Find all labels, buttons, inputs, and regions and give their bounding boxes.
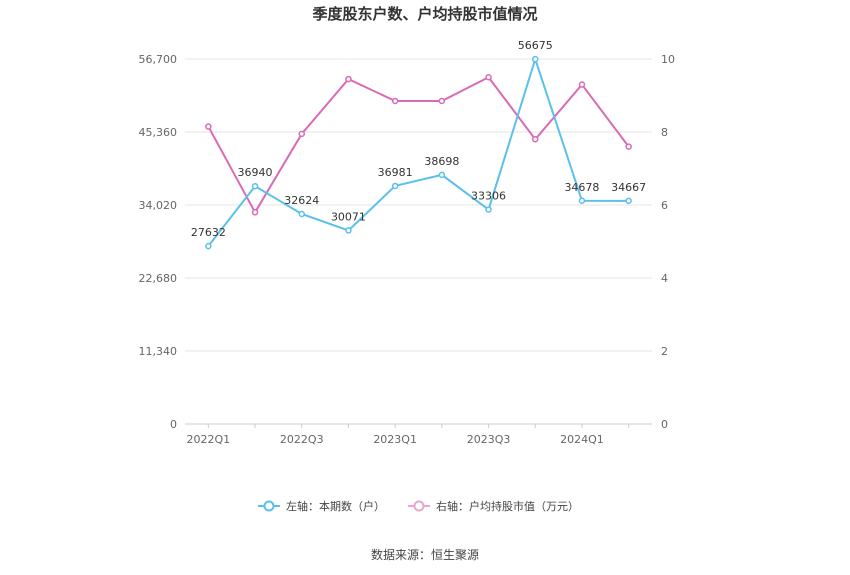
left-tick-label: 34,020 [139, 199, 178, 212]
point-households [532, 55, 539, 63]
left-tick-label: 22,680 [139, 272, 178, 285]
right-tick-label: 0 [661, 418, 668, 431]
point-households [345, 227, 352, 234]
point-households [205, 242, 212, 250]
data-label-households: 34678 [564, 181, 599, 194]
left-tick-label: 45,360 [139, 126, 178, 139]
data-label-households: 36981 [378, 166, 413, 179]
series-layer: 27632 36940 32624 30071 36981 38698 33306 56675… [191, 39, 646, 250]
data-label-households: 30071 [331, 210, 366, 223]
point-avg-value [251, 209, 259, 216]
left-tick-label: 11,340 [139, 345, 178, 358]
legend-marker-households [263, 500, 275, 512]
grid-lines [185, 58, 652, 425]
series-line-households [207, 55, 629, 247]
x-tick-label: 2023Q1 [373, 433, 417, 446]
point-avg-value [298, 130, 305, 138]
point-avg-value [578, 81, 586, 88]
right-tick-label: 2 [661, 345, 668, 358]
data-label-households: 34667 [611, 181, 646, 194]
data-label-households: 27632 [191, 226, 226, 239]
point-avg-value [205, 123, 212, 130]
right-axis-ticks: 0 2 4 6 8 10 [661, 53, 675, 431]
chart-title: 季度股东户数、户均持股市值情况 [312, 5, 537, 23]
right-tick-label: 4 [661, 272, 668, 285]
point-households [298, 210, 305, 218]
left-tick-label: 56,700 [139, 53, 178, 66]
series-line-avg-value [207, 75, 630, 215]
x-tick-label: 2022Q1 [187, 433, 231, 446]
right-tick-label: 6 [661, 199, 668, 212]
data-label-households: 32624 [284, 194, 319, 207]
right-tick-label: 10 [661, 53, 675, 66]
point-households [391, 182, 399, 190]
legend-marker-avg-value [413, 500, 425, 512]
point-avg-value [532, 136, 539, 143]
x-axis-ticks: 2022Q1 2022Q3 2023Q1 2023Q3 2024Q1 [187, 424, 630, 446]
data-label-households: 56675 [518, 39, 553, 52]
right-tick-label: 8 [661, 126, 668, 139]
point-households [438, 171, 446, 179]
legend-item-households[interactable]: 左轴：本期数（户） [258, 499, 385, 513]
x-tick-label: 2024Q1 [560, 433, 604, 446]
point-households [251, 182, 259, 190]
left-axis-ticks: 0 11,340 22,680 34,020 45,360 56,700 [139, 53, 178, 431]
legend-label-households: 左轴：本期数（户） [286, 499, 385, 513]
point-avg-value [345, 75, 352, 83]
legend-label-avg-value: 右轴：户均持股市值（万元） [436, 499, 579, 513]
point-households [485, 206, 492, 213]
point-avg-value [438, 97, 446, 105]
legend[interactable]: 左轴：本期数（户） 右轴：户均持股市值（万元） [258, 499, 579, 513]
data-label-households: 33306 [471, 190, 506, 203]
point-avg-value [625, 143, 632, 150]
left-tick-label: 0 [170, 418, 177, 431]
point-households [578, 197, 586, 205]
legend-item-avg-value[interactable]: 右轴：户均持股市值（万元） [408, 499, 579, 513]
x-tick-label: 2022Q3 [280, 433, 324, 446]
point-avg-value [485, 74, 492, 81]
data-label-households: 38698 [424, 155, 459, 168]
data-source: 数据来源：恒生聚源 [371, 547, 479, 562]
point-avg-value [391, 97, 399, 105]
x-tick-label: 2023Q3 [467, 433, 511, 446]
point-households [625, 197, 632, 205]
data-label-households: 36940 [238, 166, 273, 179]
